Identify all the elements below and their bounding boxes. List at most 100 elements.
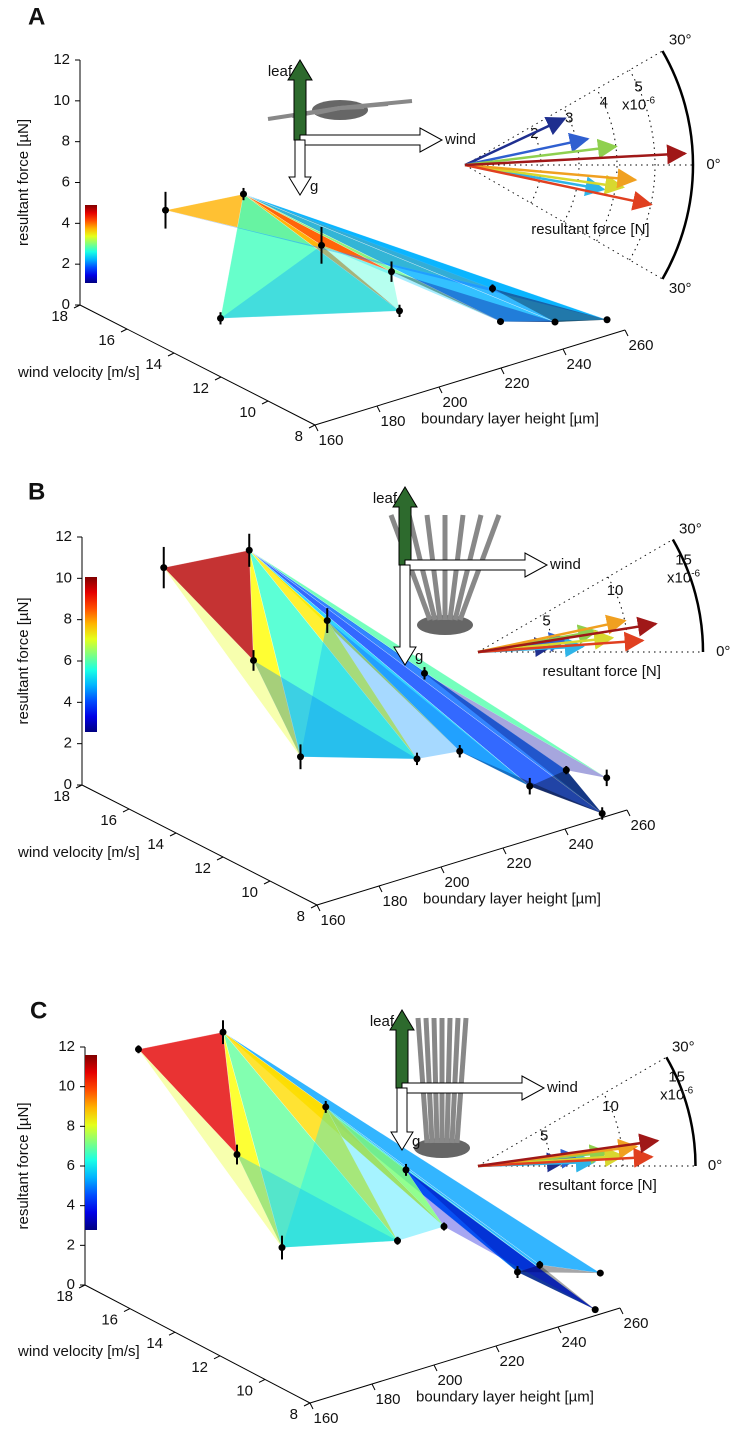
x-tick-label: 220 xyxy=(506,855,531,872)
colorbar xyxy=(85,1055,97,1230)
x-tick-label: 220 xyxy=(504,375,529,392)
theta-label: 30° xyxy=(669,280,692,297)
data-point xyxy=(604,316,611,323)
multiplier: x10-6 xyxy=(622,95,656,113)
x-tick xyxy=(441,867,444,873)
multiplier-exponent: -6 xyxy=(691,568,700,579)
x-tick-label: 260 xyxy=(628,337,653,354)
y-tick-label: 14 xyxy=(147,836,164,853)
y-axis-label: wind velocity [m/s] xyxy=(17,1343,140,1360)
y-tick xyxy=(169,1332,175,1335)
trichome-hair xyxy=(447,1018,450,1143)
r-axis-label: resultant force [N] xyxy=(538,1177,656,1194)
x-tick-label: 260 xyxy=(623,1315,648,1332)
data-point xyxy=(240,191,247,198)
data-point xyxy=(497,318,504,325)
data-point xyxy=(322,1103,329,1110)
y-tick xyxy=(214,1356,220,1359)
theta-label: 30° xyxy=(679,520,702,537)
z-axis-label: resultant force [µN] xyxy=(15,1102,32,1229)
x-tick xyxy=(317,905,320,911)
x-tick-label: 180 xyxy=(375,1391,400,1408)
panel-label: B xyxy=(28,478,45,505)
data-point xyxy=(563,767,570,774)
y-tick-label: 12 xyxy=(194,860,211,877)
data-point xyxy=(297,753,304,760)
wind-label: wind xyxy=(444,131,476,148)
data-point xyxy=(135,1046,142,1053)
x-tick xyxy=(565,829,568,835)
x-tick xyxy=(625,330,628,336)
data-point xyxy=(234,1151,241,1158)
data-point xyxy=(414,755,421,762)
y-tick-label: 12 xyxy=(192,380,209,397)
gravity-arrow xyxy=(289,140,311,195)
theta-label: 0° xyxy=(706,156,720,173)
data-point xyxy=(599,810,606,817)
z-tick-label: 10 xyxy=(53,92,70,109)
wind-label: wind xyxy=(549,556,581,573)
x-tick-label: 160 xyxy=(318,432,343,449)
z-tick-label: 2 xyxy=(64,735,72,752)
y-tick xyxy=(311,905,317,908)
x-tick-label: 240 xyxy=(561,1334,586,1351)
y-tick-label: 12 xyxy=(191,1359,208,1376)
x-tick xyxy=(379,886,382,892)
z-axis-label: resultant force [µN] xyxy=(15,597,32,724)
multiplier: x10-6 xyxy=(660,1085,694,1103)
r-tick-label: 10 xyxy=(607,582,624,599)
x-tick-label: 200 xyxy=(444,874,469,891)
data-point xyxy=(250,657,257,664)
data-point xyxy=(456,748,463,755)
theta-label: 30° xyxy=(669,32,692,49)
y-tick xyxy=(170,833,176,836)
multiplier-exponent: -6 xyxy=(646,95,655,106)
gravity-label: g xyxy=(415,648,423,665)
z-tick-label: 2 xyxy=(67,1236,75,1253)
z-tick-label: 12 xyxy=(55,528,72,545)
x-tick-label: 240 xyxy=(568,836,593,853)
y-tick-label: 16 xyxy=(101,1312,118,1329)
y-tick-label: 10 xyxy=(236,1382,253,1399)
y-tick-label: 10 xyxy=(241,884,258,901)
y-tick xyxy=(304,1403,310,1406)
y-tick xyxy=(168,353,174,356)
trichome-hair xyxy=(434,1018,437,1143)
y-axis-label: wind velocity [m/s] xyxy=(17,364,140,381)
z-tick-label: 8 xyxy=(67,1117,75,1134)
x-tick xyxy=(377,406,380,412)
wind-arrow xyxy=(300,128,442,152)
panel: C024681012resultant force [µN]8101214161… xyxy=(15,997,722,1427)
y-tick xyxy=(262,401,268,404)
z-tick-label: 4 xyxy=(64,693,72,710)
y-tick xyxy=(124,1309,130,1312)
x-tick-label: 180 xyxy=(382,893,407,910)
z-tick-label: 10 xyxy=(55,569,72,586)
z-tick-label: 12 xyxy=(58,1038,75,1055)
multiplier-exponent: -6 xyxy=(684,1085,693,1096)
x-tick xyxy=(372,1384,375,1390)
data-point xyxy=(536,1261,543,1268)
data-point xyxy=(220,1029,227,1036)
data-point xyxy=(279,1244,286,1251)
y-tick xyxy=(264,881,270,884)
y-tick-label: 14 xyxy=(146,1335,163,1352)
x-tick-label: 160 xyxy=(320,912,345,929)
data-point xyxy=(324,617,331,624)
data-point xyxy=(441,1223,448,1230)
data-point xyxy=(597,1270,604,1277)
force-vector xyxy=(465,165,651,205)
y-tick-label: 18 xyxy=(53,788,70,805)
surface-facet xyxy=(164,550,254,660)
y-axis-label: wind velocity [m/s] xyxy=(17,844,140,861)
panel-label: A xyxy=(28,3,45,30)
surface-facet xyxy=(139,1032,238,1154)
r-outer xyxy=(662,51,693,279)
y-tick xyxy=(121,329,127,332)
x-tick xyxy=(496,1346,499,1352)
gravity-arrow xyxy=(391,1088,413,1150)
gravity-label: g xyxy=(310,178,318,195)
y-tick-label: 18 xyxy=(51,308,68,325)
x-tick xyxy=(310,1403,313,1409)
data-point xyxy=(217,315,224,322)
